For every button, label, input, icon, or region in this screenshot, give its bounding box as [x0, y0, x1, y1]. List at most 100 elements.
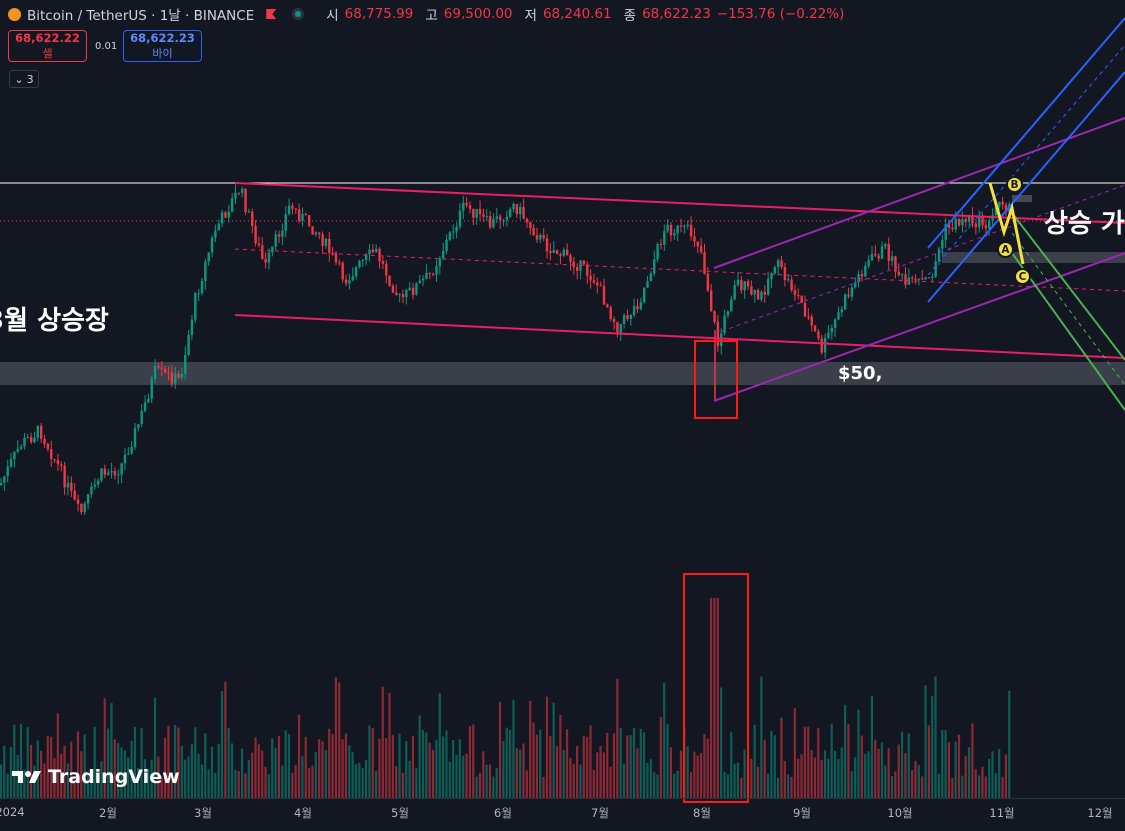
volume-bar: [415, 768, 418, 798]
wave-label-b[interactable]: B: [1006, 176, 1023, 193]
volume-bar: [96, 773, 100, 798]
channel-blue-lower[interactable]: [927, 71, 1125, 303]
volume-bar: [790, 776, 793, 798]
candle-body: [244, 188, 247, 212]
wave-zigzag[interactable]: [988, 182, 1025, 265]
annotation-price-text[interactable]: $50,: [838, 363, 883, 384]
channel-purple-upper[interactable]: [713, 117, 1125, 269]
volume-bar: [602, 752, 605, 798]
market-status-icon[interactable]: [292, 8, 305, 20]
volume-bar: [1008, 690, 1011, 798]
candle-body: [746, 281, 750, 287]
candle-body: [23, 437, 26, 447]
candle-body: [766, 279, 770, 295]
wave-label-c[interactable]: C: [1014, 268, 1031, 285]
volume-bar: [750, 758, 753, 798]
x-tick: 12월: [1087, 806, 1113, 820]
candle-body: [924, 277, 927, 280]
volume-bar: [408, 760, 411, 798]
volume-bar: [364, 759, 368, 798]
candle-body: [646, 281, 649, 288]
low-label: 저: [524, 8, 537, 24]
volume-bar: [163, 737, 167, 798]
candle-body: [452, 231, 455, 233]
channel-blue-upper[interactable]: [927, 17, 1125, 249]
volume-bar: [984, 776, 987, 798]
candle-body: [254, 225, 257, 244]
highlight-box-wick[interactable]: [694, 340, 738, 419]
volume-bar: [679, 750, 683, 798]
candle-body: [210, 237, 214, 253]
candle-body: [726, 311, 730, 316]
volume-bar: [224, 681, 227, 798]
candle-body: [559, 254, 562, 256]
volume-bar: [157, 756, 160, 798]
candle-body: [230, 198, 234, 212]
x-tick: 5월: [391, 806, 409, 820]
volume-bars: [0, 598, 1011, 798]
highlight-box-volume[interactable]: [683, 573, 749, 803]
volume-bar: [629, 735, 632, 798]
volume-bar: [632, 728, 636, 798]
candle-body: [184, 354, 187, 374]
candle-body: [455, 226, 458, 232]
volume-bar: [23, 769, 26, 798]
candle-body: [569, 255, 572, 262]
candle-body: [900, 274, 904, 276]
volume-bar: [311, 765, 314, 798]
high-value: 69,500.00: [443, 6, 513, 22]
candle-body: [867, 260, 870, 267]
volume-bar: [967, 747, 971, 798]
volume-bar: [338, 682, 341, 798]
volume-bar: [626, 735, 629, 798]
wave-label-a[interactable]: A: [997, 241, 1014, 258]
candle-body: [378, 248, 381, 262]
annotation-left-text[interactable]: 3월 상승장: [0, 306, 109, 336]
flag-icon[interactable]: [266, 9, 277, 19]
candle-body: [643, 287, 646, 303]
volume-bar: [777, 777, 780, 798]
volume-bar: [505, 727, 508, 798]
volume-bar: [341, 739, 344, 798]
volume-bar: [80, 751, 83, 798]
channel-purple-lower[interactable]: [713, 252, 1125, 402]
annotation-right-text[interactable]: 상승 가: [1044, 209, 1125, 239]
volume-bar: [324, 750, 327, 798]
candle-body: [639, 302, 643, 310]
x-tick: 2월: [99, 806, 117, 820]
indicators-toggle-button[interactable]: ⌄ 3: [9, 70, 39, 88]
symbol-title[interactable]: Bitcoin / TetherUS · 1날 · BINANCE: [27, 8, 255, 24]
volume-bar: [281, 765, 284, 798]
volume-bar: [911, 770, 914, 798]
volume-bar: [277, 735, 281, 798]
candle-body: [572, 261, 576, 268]
volume-bar: [817, 728, 820, 798]
sell-price: 68,622.22: [15, 31, 80, 45]
volume-bar: [56, 713, 59, 798]
sell-button[interactable]: 68,622.22 셀: [8, 30, 87, 62]
tradingview-logo[interactable]: TradingView: [12, 766, 180, 788]
candle-body: [890, 256, 894, 261]
volume-bar: [53, 758, 56, 798]
time-axis[interactable]: 2024 2월 3월 4월 5월 6월 7월 8월 9월 10월 11월 12월: [0, 798, 1125, 831]
volume-bar: [874, 739, 877, 798]
volume-bar: [686, 746, 689, 798]
candle-body: [361, 259, 364, 261]
channel-pink-upper[interactable]: [234, 182, 1125, 224]
high-label: 고: [425, 8, 438, 24]
volume-bar: [639, 728, 642, 798]
channel-pink-lower[interactable]: [234, 314, 1125, 359]
candle-body: [415, 283, 418, 295]
candle-body: [937, 248, 941, 262]
projection-green-2[interactable]: [1011, 252, 1125, 411]
candle-body: [405, 289, 408, 298]
volume-bar: [40, 750, 43, 798]
buy-button[interactable]: 68,622.23 바이: [123, 30, 202, 62]
projection-green-1[interactable]: [1011, 212, 1125, 361]
candle-body: [525, 218, 529, 223]
candle-body: [555, 250, 559, 255]
candle-body: [632, 305, 636, 315]
volume-bar: [328, 728, 331, 798]
candle-body: [36, 425, 40, 438]
